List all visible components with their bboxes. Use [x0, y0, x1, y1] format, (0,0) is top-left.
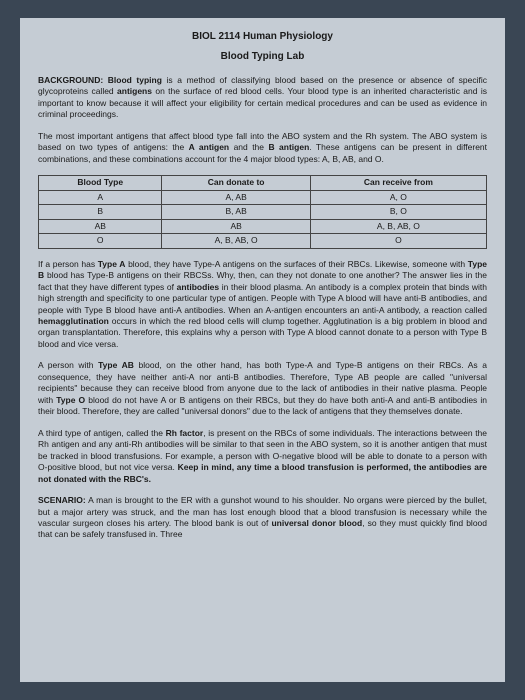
background-paragraph: BACKGROUND: Blood typing is a method of … [38, 75, 487, 121]
col-receive: Can receive from [310, 176, 486, 190]
table-row: A A, AB A, O [39, 190, 487, 204]
lab-title: Blood Typing Lab [38, 50, 487, 64]
rh-factor-paragraph: A third type of antigen, called the Rh f… [38, 428, 487, 485]
document-page: BIOL 2114 Human Physiology Blood Typing … [20, 18, 505, 682]
table-row: B B, AB B, O [39, 205, 487, 219]
col-blood-type: Blood Type [39, 176, 162, 190]
scenario-paragraph: SCENARIO: A man is brought to the ER wit… [38, 495, 487, 541]
background-text: Blood typing is a method of classifying … [38, 75, 487, 119]
col-donate: Can donate to [162, 176, 310, 190]
type-ab-paragraph: A person with Type AB blood, on the othe… [38, 360, 487, 417]
course-title: BIOL 2114 Human Physiology [38, 30, 487, 44]
scenario-text: A man is brought to the ER with a gunsho… [38, 495, 487, 539]
abo-system-paragraph: The most important antigens that affect … [38, 131, 487, 165]
blood-type-table: Blood Type Can donate to Can receive fro… [38, 175, 487, 248]
table-row: AB AB A, B, AB, O [39, 219, 487, 233]
antibodies-paragraph: If a person has Type A blood, they have … [38, 259, 487, 351]
background-label: BACKGROUND: [38, 75, 103, 85]
table-row: O A, B, AB, O O [39, 234, 487, 248]
table-header-row: Blood Type Can donate to Can receive fro… [39, 176, 487, 190]
scenario-label: SCENARIO: [38, 495, 86, 505]
